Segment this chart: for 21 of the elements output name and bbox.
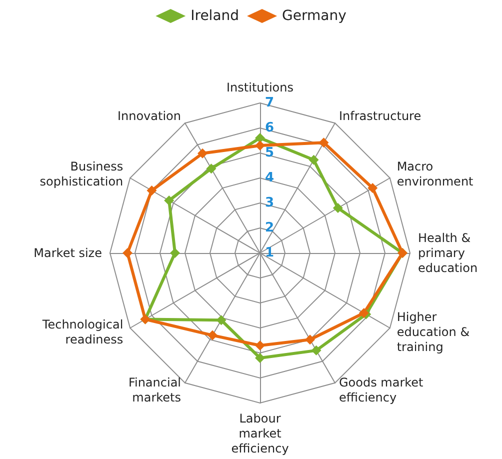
spoke-label: Goods market efficiency (339, 375, 424, 404)
legend-label: Ireland (190, 8, 240, 24)
y-tick-label: 1 (264, 246, 274, 260)
spoke-label: Business sophistication (40, 160, 124, 188)
spoke-label: Higher education & training (396, 310, 470, 354)
y-tick-label: 4 (264, 170, 274, 186)
spoke-label: Health & primary education (418, 231, 478, 275)
spoke-label: Innovation (117, 109, 181, 124)
spoke-label: Market size (34, 246, 102, 260)
spoke-label: Labour market efficiency (231, 412, 289, 456)
spoke-label: Institutions (226, 80, 294, 94)
spoke-label: Infrastructure (339, 109, 422, 124)
y-tick-label: 2 (264, 220, 274, 236)
y-tick-label: 5 (264, 146, 274, 160)
y-tick-label: 7 (264, 96, 274, 110)
y-tick-label: 6 (264, 120, 274, 136)
spoke-label: Macro environment (396, 160, 474, 188)
y-tick-label: 3 (264, 196, 274, 210)
legend-label: Germany (282, 8, 346, 24)
spoke-label: Technological readiness (41, 318, 124, 346)
spoke-label: Financial markets (128, 375, 181, 404)
